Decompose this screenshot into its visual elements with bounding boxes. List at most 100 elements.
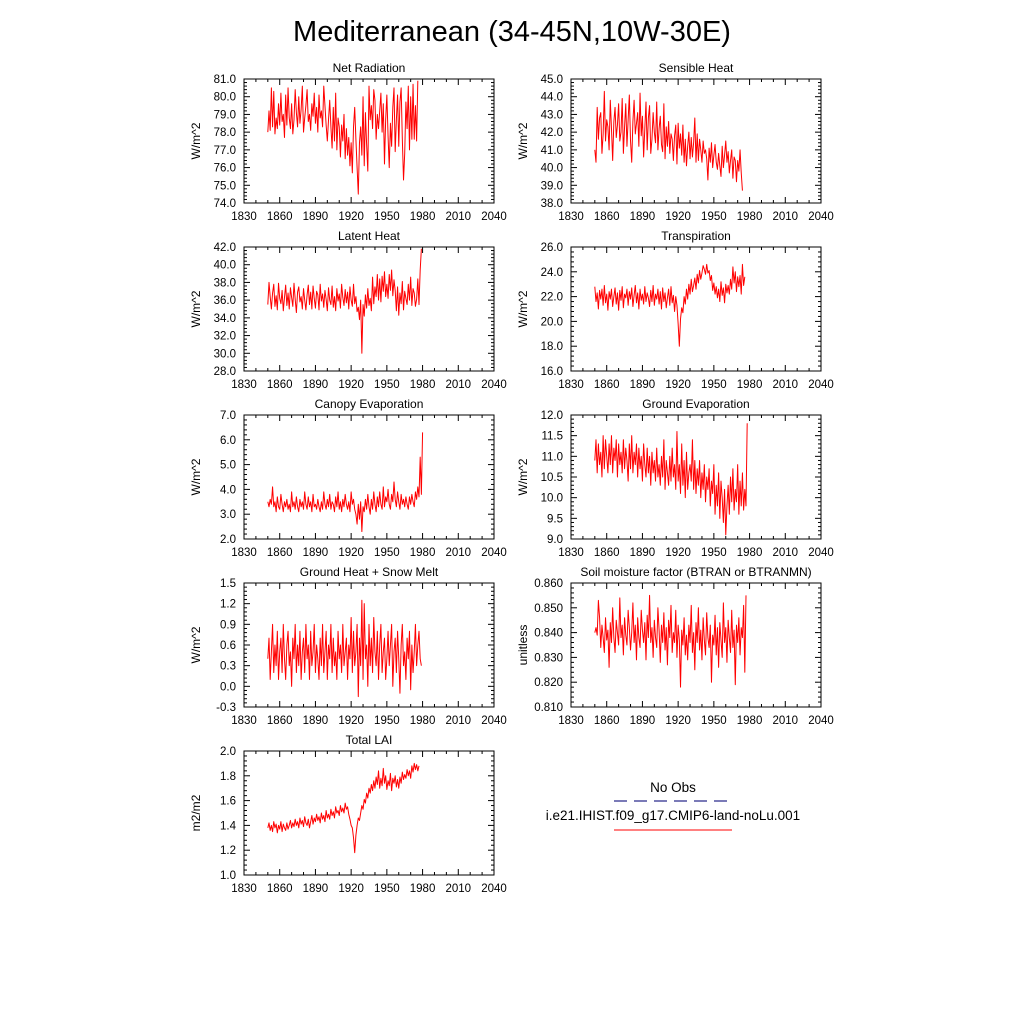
y-tick-label: 30.0 xyxy=(214,348,236,360)
series-line xyxy=(594,90,743,191)
x-tick-label: 2040 xyxy=(808,211,834,223)
y-tick-label: 0.840 xyxy=(534,628,563,640)
panel-title: Ground Heat + Snow Melt xyxy=(300,565,439,579)
chart-panel-0: Net Radiation 1830 1860 1890 1920 1950 1980 201… xyxy=(189,61,507,223)
x-tick-label: 1980 xyxy=(410,883,436,895)
x-tick-label: 1860 xyxy=(594,211,620,223)
y-tick-label: 1.5 xyxy=(220,578,236,590)
y-tick-label: 6.0 xyxy=(220,435,236,447)
y-tick-label: 11.5 xyxy=(541,431,563,443)
x-tick-label: 1830 xyxy=(231,211,257,223)
y-tick-label: 0.9 xyxy=(220,619,236,631)
series-line xyxy=(267,599,422,698)
chart-panel-4: Canopy Evaporation 1830 1860 1890 1920 1950 19… xyxy=(189,397,507,559)
y-tick-label: 40.0 xyxy=(214,260,236,272)
x-tick-label: 2040 xyxy=(481,379,507,391)
y-tick-label: 0.810 xyxy=(534,702,563,714)
series-line xyxy=(594,263,746,347)
y-axis-label: W/m^2 xyxy=(189,458,203,495)
x-tick-label: 2010 xyxy=(445,547,471,559)
x-tick-label: 2040 xyxy=(808,379,834,391)
y-tick-label: 0.0 xyxy=(220,681,236,693)
x-tick-label: 1890 xyxy=(303,379,329,391)
x-tick-label: 1830 xyxy=(558,715,584,727)
y-tick-label: 4.0 xyxy=(220,484,236,496)
panel-title: Net Radiation xyxy=(333,61,406,75)
x-tick-label: 2010 xyxy=(772,547,798,559)
x-tick-label: 1920 xyxy=(338,211,364,223)
y-tick-label: 1.4 xyxy=(220,820,237,832)
figure-title: Mediterranean (34-45N,10W-30E) xyxy=(293,16,731,48)
x-tick-label: 2040 xyxy=(481,715,507,727)
y-axis-label: W/m^2 xyxy=(516,458,530,495)
x-tick-label: 1950 xyxy=(701,547,727,559)
y-tick-label: 1.2 xyxy=(220,845,236,857)
x-tick-label: 1980 xyxy=(410,379,436,391)
x-tick-label: 1890 xyxy=(303,211,329,223)
plot-frame xyxy=(243,246,495,372)
y-tick-label: 75.0 xyxy=(214,180,236,192)
y-tick-label: 1.6 xyxy=(220,796,236,808)
y-tick-label: 80.0 xyxy=(214,92,236,104)
x-tick-label: 1920 xyxy=(338,715,364,727)
x-tick-label: 1860 xyxy=(267,547,293,559)
plot-frame xyxy=(570,582,822,708)
x-tick-label: 1920 xyxy=(665,379,691,391)
y-tick-label: -0.3 xyxy=(216,702,236,714)
y-tick-label: 0.820 xyxy=(534,677,563,689)
y-tick-label: 5.0 xyxy=(220,460,236,472)
x-tick-label: 1860 xyxy=(594,379,620,391)
x-tick-label: 1920 xyxy=(665,211,691,223)
series-line xyxy=(267,762,420,854)
y-axis-label: W/m^2 xyxy=(516,122,530,159)
y-tick-label: 76.0 xyxy=(214,163,236,175)
y-tick-label: 43.0 xyxy=(541,109,563,121)
y-tick-label: 22.0 xyxy=(541,292,563,304)
x-tick-label: 1860 xyxy=(267,883,293,895)
y-tick-label: 32.0 xyxy=(214,331,236,343)
y-tick-label: 34.0 xyxy=(214,313,236,325)
chart-panel-3: Transpiration 1830 1860 1890 1920 1950 1980 201… xyxy=(516,229,834,391)
x-tick-label: 1980 xyxy=(410,211,436,223)
x-tick-label: 1890 xyxy=(630,547,656,559)
x-tick-label: 1920 xyxy=(665,715,691,727)
x-tick-label: 2010 xyxy=(772,715,798,727)
x-tick-label: 1860 xyxy=(594,715,620,727)
legend-obs-label: No Obs xyxy=(650,780,696,795)
y-tick-label: 79.0 xyxy=(214,109,236,121)
y-tick-label: 0.830 xyxy=(534,652,563,664)
x-tick-label: 1920 xyxy=(338,379,364,391)
y-tick-label: 26.0 xyxy=(541,242,563,254)
legend-model-label: i.e21.IHIST.f09_g17.CMIP6-land-noLu.001 xyxy=(546,808,800,823)
x-tick-label: 2010 xyxy=(772,211,798,223)
plot-frame xyxy=(570,78,822,204)
plot-frame xyxy=(243,750,495,876)
y-tick-label: 36.0 xyxy=(214,295,236,307)
panel-title: Ground Evaporation xyxy=(642,397,749,411)
plot-frame xyxy=(243,78,495,204)
x-tick-label: 1980 xyxy=(737,211,763,223)
y-tick-label: 9.5 xyxy=(547,513,563,525)
y-tick-label: 74.0 xyxy=(214,198,236,210)
x-tick-label: 1890 xyxy=(630,379,656,391)
x-tick-label: 1860 xyxy=(267,379,293,391)
x-tick-label: 1980 xyxy=(737,379,763,391)
x-tick-label: 1980 xyxy=(410,547,436,559)
series-line xyxy=(594,594,747,688)
y-tick-label: 0.850 xyxy=(534,603,563,615)
y-tick-label: 78.0 xyxy=(214,127,236,139)
x-tick-label: 1950 xyxy=(374,211,400,223)
y-tick-label: 24.0 xyxy=(541,267,563,279)
y-tick-label: 20.0 xyxy=(541,316,563,328)
y-tick-label: 1.0 xyxy=(220,870,236,882)
y-tick-label: 1.8 xyxy=(220,771,236,783)
y-tick-label: 0.860 xyxy=(534,578,563,590)
x-tick-label: 1950 xyxy=(374,547,400,559)
panel-title: Latent Heat xyxy=(338,229,401,243)
x-tick-label: 1830 xyxy=(231,379,257,391)
x-tick-label: 1980 xyxy=(737,547,763,559)
y-tick-label: 42.0 xyxy=(541,127,563,139)
x-tick-label: 1950 xyxy=(701,379,727,391)
x-tick-label: 2040 xyxy=(808,715,834,727)
